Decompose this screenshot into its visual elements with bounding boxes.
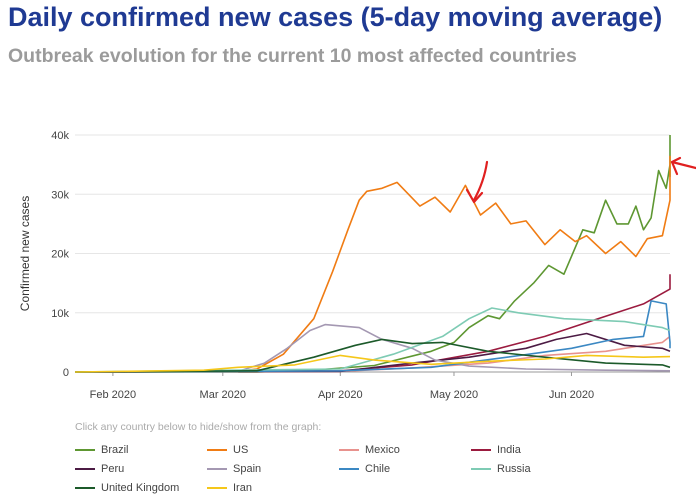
legend-label: Iran xyxy=(233,481,252,494)
x-tick-label: Feb 2020 xyxy=(90,389,136,401)
y-tick-label: 20k xyxy=(51,249,69,261)
red-arrow-head xyxy=(465,188,484,204)
red-arrow-pointing-left xyxy=(670,160,696,170)
chart-title: Daily confirmed new cases (5-day moving … xyxy=(8,2,663,32)
red-arrow-pointing-down xyxy=(472,160,489,202)
legend-item-peru[interactable]: Peru xyxy=(75,460,207,477)
legend: Brazil US Mexico India Peru Spain Chile Russia U… xyxy=(75,441,635,496)
y-tick-label: 30k xyxy=(51,189,69,201)
legend-label: India xyxy=(497,443,521,456)
x-tick-label: Jun 2020 xyxy=(549,389,594,401)
legend-label: US xyxy=(233,443,249,456)
red-arrow-head xyxy=(670,156,682,176)
x-tick-label: Apr 2020 xyxy=(318,389,363,401)
y-tick-label: 40k xyxy=(51,130,69,142)
legend-label: Spain xyxy=(233,462,262,475)
legend-swatch xyxy=(207,486,227,489)
legend-item-iran[interactable]: Iran xyxy=(207,479,339,496)
legend-swatch xyxy=(75,448,95,451)
series-line-peru xyxy=(74,332,671,373)
series-line-brazil xyxy=(75,135,671,373)
legend-label: Russia xyxy=(497,462,531,475)
y-axis-label: Confirmed new cases xyxy=(18,196,32,311)
legend-item-spain[interactable]: Spain xyxy=(207,460,339,477)
x-tick-label: Mar 2020 xyxy=(200,389,246,401)
chart-subtitle: Outbreak evolution for the current 10 mo… xyxy=(8,45,577,67)
legend-label: Chile xyxy=(365,462,391,475)
legend-swatch xyxy=(207,467,227,470)
x-tick-label: May 2020 xyxy=(430,389,478,401)
legend-swatch xyxy=(471,448,491,451)
legend-swatch xyxy=(471,467,491,470)
series-line-us xyxy=(74,155,671,373)
legend-swatch xyxy=(75,486,95,489)
legend-swatch xyxy=(207,448,227,451)
legend-swatch xyxy=(339,467,359,470)
series-line-chile xyxy=(74,300,671,373)
y-tick-label: 0 xyxy=(63,367,69,379)
series-line-iran xyxy=(74,354,671,373)
series-line-russia xyxy=(74,307,671,373)
legend-label: Peru xyxy=(101,462,125,475)
series-line-spain xyxy=(74,323,671,373)
series-line-united-kingdom xyxy=(74,338,671,373)
legend-item-russia[interactable]: Russia xyxy=(471,460,603,477)
y-tick-label: 10k xyxy=(51,308,69,320)
legend-label: United Kingdom xyxy=(101,481,180,494)
legend-item-brazil[interactable]: Brazil xyxy=(75,441,207,458)
legend-hint: Click any country below to hide/show fro… xyxy=(75,421,322,433)
legend-swatch xyxy=(339,448,359,451)
series-line-india xyxy=(74,274,671,373)
legend-item-india[interactable]: India xyxy=(471,441,603,458)
legend-item-mexico[interactable]: Mexico xyxy=(339,441,471,458)
legend-swatch xyxy=(75,467,95,470)
legend-item-chile[interactable]: Chile xyxy=(339,460,471,477)
legend-label: Mexico xyxy=(365,443,400,456)
legend-item-us[interactable]: US xyxy=(207,441,339,458)
legend-item-united-kingdom[interactable]: United Kingdom xyxy=(75,479,207,496)
legend-label: Brazil xyxy=(101,443,129,456)
